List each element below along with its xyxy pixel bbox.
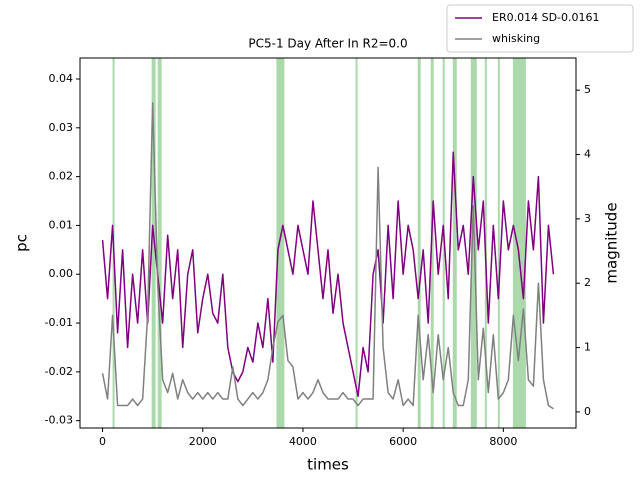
y2-tick-label: 4 (584, 148, 591, 161)
y-tick-label: -0.02 (45, 365, 73, 378)
x-axis-label: times (307, 456, 349, 474)
y2-tick-label: 5 (584, 83, 591, 96)
y2-axis-label: magnitude (603, 202, 621, 283)
highlight-span (484, 58, 487, 428)
y-tick-label: -0.03 (45, 414, 73, 427)
legend-box (446, 4, 634, 53)
legend: ER0.014 SD-0.0161 whisking (446, 4, 634, 53)
legend-label: ER0.014 SD-0.0161 (492, 11, 600, 24)
chart-title: PC5-1 Day After In R2=0.0 (248, 37, 407, 51)
y-tick-label: 0.03 (49, 121, 74, 134)
x-tick-label: 2000 (189, 435, 217, 448)
axes-frame (79, 57, 577, 429)
highlight-span (417, 58, 421, 428)
legend-label: whisking (492, 32, 540, 45)
y2-tick-label: 0 (584, 405, 591, 418)
highlight-span (157, 58, 162, 428)
y-tick-label: 0.04 (49, 72, 74, 85)
highlight-span (512, 58, 526, 428)
x-tick-label: 0 (99, 435, 106, 448)
y2-tick-label: 2 (584, 276, 591, 289)
x-tick-label: 6000 (389, 435, 417, 448)
y-tick-label: 0.00 (49, 267, 74, 280)
y-tick-label: -0.01 (45, 316, 73, 329)
y2-tick-label: 3 (584, 212, 591, 225)
highlight-span (497, 58, 500, 428)
data-line (101, 151, 555, 398)
data-line (101, 102, 554, 410)
y-tick-label: 0.01 (49, 218, 74, 231)
highlight-span (276, 58, 285, 428)
highlight-span (355, 58, 358, 428)
y-axis-label: pc (13, 234, 31, 252)
highlight-span (151, 58, 156, 428)
y-tick-label: 0.02 (49, 170, 74, 183)
plot-area (101, 58, 555, 428)
y2-tick-label: 1 (584, 341, 591, 354)
x-tick-label: 8000 (489, 435, 517, 448)
x-tick-label: 4000 (289, 435, 317, 448)
highlight-span (452, 58, 457, 428)
